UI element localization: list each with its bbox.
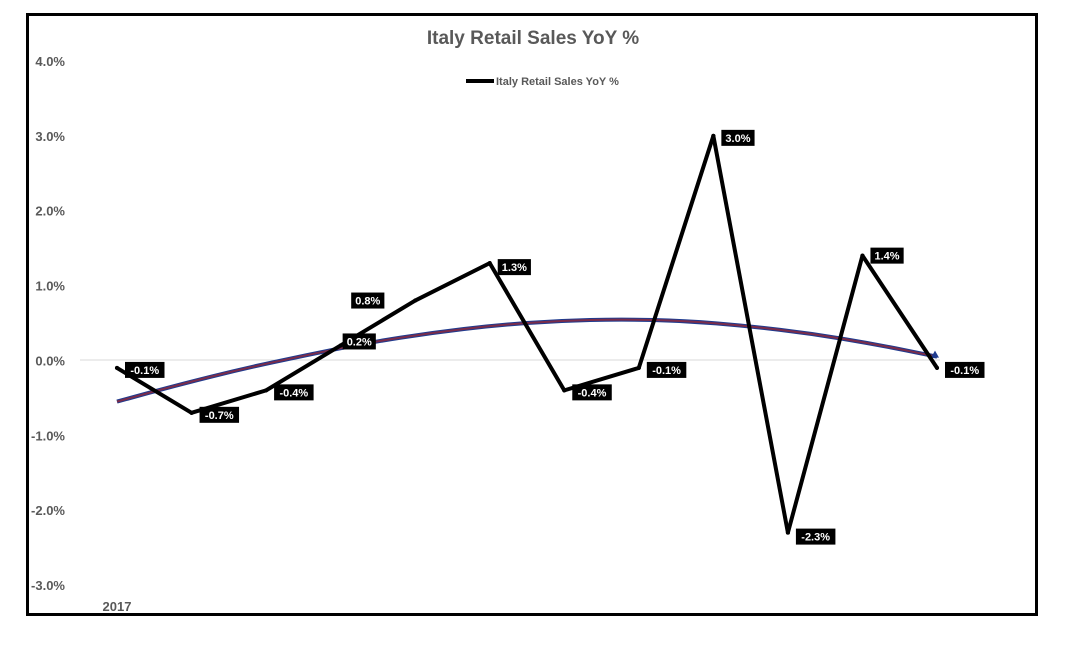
data-label-box [274,384,314,401]
data-point [338,343,343,348]
data-label-box [351,292,385,309]
series-line-segment [785,253,865,535]
legend: Italy Retail Sales YoY % [466,76,619,88]
y-tick-label: -2.0% [31,503,65,518]
data-label-box [646,361,687,378]
y-tick-label: -3.0% [31,578,65,593]
legend-entry-label: Italy Retail Sales YoY % [496,76,619,88]
data-point [860,253,865,258]
trendline-arrowhead [931,350,939,358]
data-label: -2.3% [795,528,836,545]
x-axis: 2017 [103,599,132,614]
data-label-text: -0.1% [652,365,681,377]
y-tick-label: 1.0% [35,279,65,294]
y-tick-label: 0.0% [35,353,65,368]
data-label-text: 1.4% [875,251,900,263]
data-label: -0.1% [125,361,165,378]
data-label-box [721,129,755,146]
x-tick-label: 2017 [103,599,132,614]
y-tick-label: 3.0% [35,129,65,144]
series-line-segment [860,253,939,370]
y-tick-label: -1.0% [31,428,65,443]
data-point [115,365,119,370]
series-line-segment [487,261,567,393]
y-tick-label: 2.0% [35,204,65,219]
trendline-group [116,317,939,404]
chart-frame [26,13,1038,616]
series-line-segment [264,343,343,393]
data-label: 1.3% [497,259,531,276]
trendline [116,318,938,403]
data-label: 0.2% [342,333,376,350]
data-point [264,388,269,393]
data-point [413,298,418,303]
data-label-text: -0.7% [205,410,234,422]
data-label-box [795,528,836,545]
data-label-box [125,361,165,378]
data-label-box [497,259,531,276]
data-point [711,133,716,138]
data-labels-group: -0.1% -0.7% -0.4% 0.2% 0.8% 1.3% -0.4% -0.1% 3.0… [125,129,985,545]
data-label-box [870,247,904,264]
data-label-box [342,333,376,350]
data-label-text: 0.8% [355,296,380,308]
data-label-text: 1.3% [502,262,527,274]
data-point [487,261,492,266]
series-line-segment [636,133,716,370]
data-label-box [945,361,985,378]
data-label-text: -0.1% [950,365,979,377]
data-label: -0.7% [199,406,240,423]
series-line-segment [711,133,790,535]
data-label-text: -2.3% [801,532,830,544]
chart-title: Italy Retail Sales YoY % [427,28,639,49]
data-label-text: 3.0% [725,133,750,145]
data-label: -0.1% [646,361,687,378]
data-label-text: -0.4% [578,387,607,399]
data-point [636,365,641,370]
data-label: 0.8% [351,292,385,309]
data-label: -0.4% [572,384,612,401]
data-point [189,410,194,415]
data-label: -0.1% [945,361,985,378]
data-point [785,530,790,535]
data-label-box [199,406,240,423]
data-point [935,365,939,370]
trendline-outline [116,317,938,404]
y-axis: 4.0% 3.0% 2.0% 1.0% 0.0% -1.0% -2.0% -3.0% [31,54,65,593]
data-label: 1.4% [870,247,904,264]
y-tick-label: 4.0% [35,54,65,69]
data-label: 3.0% [721,129,755,146]
data-label-text: 0.2% [347,336,372,348]
data-label-text: -0.1% [130,365,159,377]
data-label-text: -0.4% [279,387,308,399]
series-line-segment [413,261,492,303]
data-label-box [572,384,612,401]
data-label: -0.4% [274,384,314,401]
data-point [562,388,567,393]
